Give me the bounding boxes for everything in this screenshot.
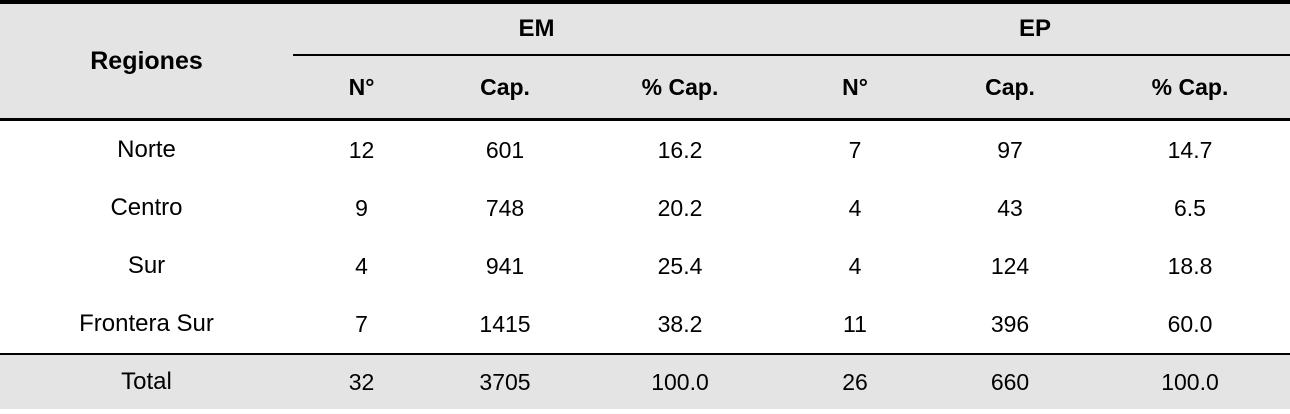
cell-total-ep-pct: 100.0 xyxy=(1090,353,1290,409)
cell-ep-n: 4 xyxy=(780,237,930,295)
cell-ep-n: 4 xyxy=(780,179,930,237)
cell-em-pct: 38.2 xyxy=(580,295,780,354)
column-header-ep-pct-cap: % Cap. xyxy=(1090,55,1290,121)
cell-em-pct: 25.4 xyxy=(580,237,780,295)
cell-ep-pct: 14.7 xyxy=(1090,119,1290,179)
table-row-norte: Norte 12 601 16.2 7 97 14.7 xyxy=(0,119,1290,179)
cell-region: Sur xyxy=(0,237,293,295)
table-row-sur: Sur 4 941 25.4 4 124 18.8 xyxy=(0,237,1290,295)
cell-em-pct: 16.2 xyxy=(580,119,780,179)
cell-region: Frontera Sur xyxy=(0,295,293,354)
column-header-em-cap: Cap. xyxy=(430,55,580,121)
cell-em-n: 7 xyxy=(293,295,430,354)
cell-total-em-cap: 3705 xyxy=(430,353,580,409)
cell-em-n: 9 xyxy=(293,179,430,237)
cell-em-cap: 601 xyxy=(430,119,580,179)
group-header-ep: EP xyxy=(780,2,1290,56)
cell-ep-pct: 60.0 xyxy=(1090,295,1290,354)
cell-region: Norte xyxy=(0,119,293,179)
cell-em-pct: 20.2 xyxy=(580,179,780,237)
table-header: Regiones EM EP N° Cap. % Cap. N° Cap. % … xyxy=(0,2,1290,121)
cell-em-cap: 1415 xyxy=(430,295,580,354)
table-body: Norte 12 601 16.2 7 97 14.7 Centro 9 748… xyxy=(0,119,1290,409)
cell-ep-cap: 97 xyxy=(930,119,1090,179)
cell-ep-pct: 6.5 xyxy=(1090,179,1290,237)
cell-ep-n: 11 xyxy=(780,295,930,354)
table-row-centro: Centro 9 748 20.2 4 43 6.5 xyxy=(0,179,1290,237)
column-header-em-n: N° xyxy=(293,55,430,121)
cell-total-em-n: 32 xyxy=(293,353,430,409)
column-header-em-pct-cap: % Cap. xyxy=(580,55,780,121)
cell-ep-cap: 124 xyxy=(930,237,1090,295)
group-header-em: EM xyxy=(293,2,780,56)
cell-em-n: 12 xyxy=(293,119,430,179)
table-row-frontera-sur: Frontera Sur 7 1415 38.2 11 396 60.0 xyxy=(0,295,1290,354)
column-header-ep-n: N° xyxy=(780,55,930,121)
cell-em-cap: 941 xyxy=(430,237,580,295)
cell-em-cap: 748 xyxy=(430,179,580,237)
column-header-ep-cap: Cap. xyxy=(930,55,1090,121)
cell-total-ep-n: 26 xyxy=(780,353,930,409)
cell-region: Centro xyxy=(0,179,293,237)
cell-total-label: Total xyxy=(0,353,293,409)
cell-total-ep-cap: 660 xyxy=(930,353,1090,409)
column-header-regiones: Regiones xyxy=(0,2,293,121)
table-row-total: Total 32 3705 100.0 26 660 100.0 xyxy=(0,353,1290,409)
cell-ep-cap: 396 xyxy=(930,295,1090,354)
group-header-row: Regiones EM EP xyxy=(0,2,1290,121)
cell-ep-cap: 43 xyxy=(930,179,1090,237)
cell-em-n: 4 xyxy=(293,237,430,295)
cell-total-em-pct: 100.0 xyxy=(580,353,780,409)
subheader-row: N° Cap. % Cap. N° Cap. % Cap. xyxy=(0,55,1290,121)
cell-ep-pct: 18.8 xyxy=(1090,237,1290,295)
cell-ep-n: 7 xyxy=(780,119,930,179)
